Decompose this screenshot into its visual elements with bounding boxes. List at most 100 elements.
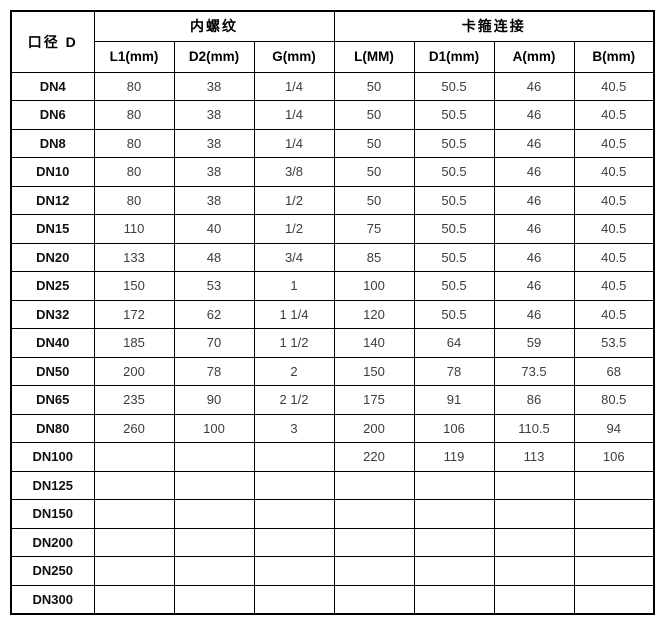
table-cell: 100 <box>333 271 415 301</box>
table-header: 口径 D 内螺纹 卡箍连接 L1(mm) D2(mm) G(mm) L(MM) … <box>10 10 655 73</box>
table-cell: 140 <box>333 328 415 358</box>
table-cell: 80.5 <box>573 385 655 415</box>
table-cell <box>93 499 175 529</box>
table-cell: 40.5 <box>573 157 655 187</box>
table-row: DN40 185 70 1 1/2 140 64 59 53.5 <box>10 328 655 358</box>
table-cell: 50.5 <box>413 185 495 215</box>
table-cell: 46 <box>493 214 575 244</box>
table-cell: 1/4 <box>253 71 335 101</box>
column-header-g: G(mm) <box>253 40 335 73</box>
table-cell <box>333 527 415 557</box>
table-cell <box>573 527 655 557</box>
table-cell: 68 <box>573 356 655 386</box>
table-cell: 64 <box>413 328 495 358</box>
table-cell: 150 <box>333 356 415 386</box>
table-row: DN4 80 38 1/4 50 50.5 46 40.5 <box>10 71 655 101</box>
table-cell: 50.5 <box>413 299 495 329</box>
table-cell: 235 <box>93 385 175 415</box>
table-cell: 85 <box>333 242 415 272</box>
table-cell: 50.5 <box>413 242 495 272</box>
table-row: DN20 133 48 3/4 85 50.5 46 40.5 <box>10 242 655 272</box>
row-header-dn: DN50 <box>10 356 95 386</box>
table-cell: 78 <box>173 356 255 386</box>
table-cell: 133 <box>93 242 175 272</box>
table-cell: 40.5 <box>573 100 655 130</box>
corner-header-diameter: 口径 D <box>10 10 95 73</box>
table-cell: 1 1/2 <box>253 328 335 358</box>
column-header-l1: L1(mm) <box>93 40 175 73</box>
table-cell <box>93 470 175 500</box>
table-row: DN15 110 40 1/2 75 50.5 46 40.5 <box>10 214 655 244</box>
group-header-row: 口径 D 内螺纹 卡箍连接 <box>10 10 655 73</box>
table-cell: 50.5 <box>413 157 495 187</box>
table-cell <box>173 442 255 472</box>
table-row: DN300 <box>10 584 655 614</box>
table-cell: 185 <box>93 328 175 358</box>
table-cell: 1 1/4 <box>253 299 335 329</box>
table-cell: 73.5 <box>493 356 575 386</box>
group-header-clamp-connection: 卡箍连接 <box>333 10 655 42</box>
row-header-dn: DN150 <box>10 499 95 529</box>
row-header-dn: DN12 <box>10 185 95 215</box>
table-cell: 175 <box>333 385 415 415</box>
table-row: DN12 80 38 1/2 50 50.5 46 40.5 <box>10 185 655 215</box>
table-row: DN6 80 38 1/4 50 50.5 46 40.5 <box>10 100 655 130</box>
table-cell: 40.5 <box>573 242 655 272</box>
table-cell: 113 <box>493 442 575 472</box>
column-header-b: B(mm) <box>573 40 655 73</box>
row-header-dn: DN4 <box>10 71 95 101</box>
table-cell: 46 <box>493 100 575 130</box>
table-row: DN125 <box>10 470 655 500</box>
table-cell: 59 <box>493 328 575 358</box>
table-cell <box>493 556 575 586</box>
table-cell: 40.5 <box>573 128 655 158</box>
table-cell: 46 <box>493 242 575 272</box>
table-cell <box>253 499 335 529</box>
row-header-dn: DN200 <box>10 527 95 557</box>
table-cell <box>93 584 175 614</box>
table-cell: 46 <box>493 271 575 301</box>
table-cell: 200 <box>333 413 415 443</box>
row-header-dn: DN10 <box>10 157 95 187</box>
table-cell <box>333 470 415 500</box>
table-cell: 1/2 <box>253 185 335 215</box>
table-cell: 3/8 <box>253 157 335 187</box>
table-cell <box>173 556 255 586</box>
table-cell <box>493 527 575 557</box>
table-cell <box>253 584 335 614</box>
table-cell: 50.5 <box>413 271 495 301</box>
table-cell: 2 1/2 <box>253 385 335 415</box>
table-cell: 50.5 <box>413 71 495 101</box>
table-cell: 91 <box>413 385 495 415</box>
table-cell: 80 <box>93 100 175 130</box>
table-cell <box>493 470 575 500</box>
row-header-dn: DN25 <box>10 271 95 301</box>
table-cell <box>493 584 575 614</box>
table-cell: 1/2 <box>253 214 335 244</box>
table-cell: 50 <box>333 100 415 130</box>
table-cell <box>173 584 255 614</box>
table-body: DN4 80 38 1/4 50 50.5 46 40.5 DN6 80 38 1/4 50 50.5 46… <box>10 71 655 614</box>
table-cell: 200 <box>93 356 175 386</box>
table-cell <box>413 470 495 500</box>
table-cell: 75 <box>333 214 415 244</box>
table-row: DN150 <box>10 499 655 529</box>
table-cell: 50.5 <box>413 128 495 158</box>
table-cell: 38 <box>173 157 255 187</box>
table-cell: 50.5 <box>413 100 495 130</box>
table-cell: 260 <box>93 413 175 443</box>
row-header-dn: DN250 <box>10 556 95 586</box>
column-header-d2: D2(mm) <box>173 40 255 73</box>
pipe-spec-table: 口径 D 内螺纹 卡箍连接 L1(mm) D2(mm) G(mm) L(MM) … <box>10 10 655 615</box>
table-row: DN25 150 53 1 100 50.5 46 40.5 <box>10 271 655 301</box>
table-cell: 38 <box>173 128 255 158</box>
table-cell: 40.5 <box>573 299 655 329</box>
table-cell: 40.5 <box>573 214 655 244</box>
row-header-dn: DN125 <box>10 470 95 500</box>
table-cell: 94 <box>573 413 655 443</box>
table-cell: 53 <box>173 271 255 301</box>
table-cell: 70 <box>173 328 255 358</box>
table-cell: 110 <box>93 214 175 244</box>
page: 口径 D 内螺纹 卡箍连接 L1(mm) D2(mm) G(mm) L(MM) … <box>0 10 668 633</box>
table-cell: 80 <box>93 71 175 101</box>
